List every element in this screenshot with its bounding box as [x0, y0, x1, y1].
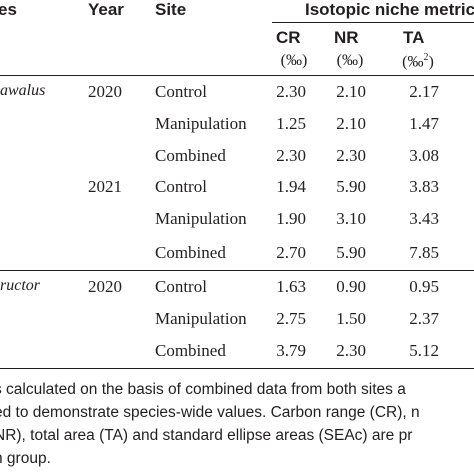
footnote-line-3: NR), total area (TA) and standard ellips… [0, 427, 413, 444]
nr-cell: 2.10 [336, 82, 366, 101]
cr-cell: 1.63 [276, 277, 306, 296]
ta-cell: 0.95 [409, 277, 439, 296]
species-name-1: awalus [0, 82, 46, 99]
cr-cell: 1.25 [276, 114, 306, 133]
header-group-rule [272, 22, 474, 23]
table-bottom-rule [0, 368, 474, 369]
ta-cell: 2.37 [409, 309, 439, 328]
footnote-line-4: h group. [0, 450, 51, 467]
species-name-2: ructor [0, 277, 40, 294]
footnote-line-2: ed to demonstrate species-wide values. C… [0, 404, 420, 421]
year-cell: 2021 [88, 177, 122, 196]
site-cell: Combined [155, 341, 226, 360]
nr-cell: 2.30 [336, 146, 366, 165]
site-cell: Control [155, 82, 207, 101]
header-niche-metric: Isotopic niche metric [305, 0, 474, 19]
cr-cell: 1.90 [276, 209, 306, 228]
nr-cell: 2.30 [336, 341, 366, 360]
footnote-line-1: s calculated on the basis of combined da… [0, 381, 406, 398]
ta-cell: 1.47 [409, 114, 439, 133]
ta-cell: 2.17 [409, 82, 439, 101]
site-cell: Manipulation [155, 114, 247, 133]
site-cell: Control [155, 177, 207, 196]
ta-cell: 3.83 [409, 177, 439, 196]
ta-cell: 5.12 [409, 341, 439, 360]
site-cell: Combined [155, 243, 226, 262]
metric-ta-label: TA [403, 28, 425, 47]
nr-cell: 2.10 [336, 114, 366, 133]
nr-cell: 0.90 [336, 277, 366, 296]
cr-cell: 1.94 [276, 177, 306, 196]
nr-cell: 5.90 [336, 243, 366, 262]
metric-cr-label: CR [276, 28, 301, 47]
cr-cell: 2.70 [276, 243, 306, 262]
metric-nr-label: NR [334, 28, 359, 47]
ta-cell: 3.43 [409, 209, 439, 228]
header-species: es [0, 0, 17, 19]
cr-cell: 3.79 [276, 341, 306, 360]
header-year: Year [88, 0, 124, 19]
metric-ta-unit: (‰2) [402, 52, 434, 71]
nr-cell: 1.50 [336, 309, 366, 328]
year-cell: 2020 [88, 82, 122, 101]
header-site: Site [155, 0, 187, 19]
cr-cell: 2.30 [276, 146, 306, 165]
site-cell: Manipulation [155, 209, 247, 228]
cr-cell: 2.75 [276, 309, 306, 328]
cr-cell: 2.30 [276, 82, 306, 101]
site-cell: Combined [155, 146, 226, 165]
metric-nr-unit: (‰) [336, 52, 364, 69]
site-cell: Manipulation [155, 309, 247, 328]
group-separator-rule [0, 270, 474, 271]
metric-cr-unit: (‰) [280, 52, 308, 69]
nr-cell: 5.90 [336, 177, 366, 196]
header-bottom-rule [0, 75, 474, 76]
site-cell: Control [155, 277, 207, 296]
ta-cell: 7.85 [409, 243, 439, 262]
year-cell: 2020 [88, 277, 122, 296]
ta-cell: 3.08 [409, 146, 439, 165]
nr-cell: 3.10 [336, 209, 366, 228]
